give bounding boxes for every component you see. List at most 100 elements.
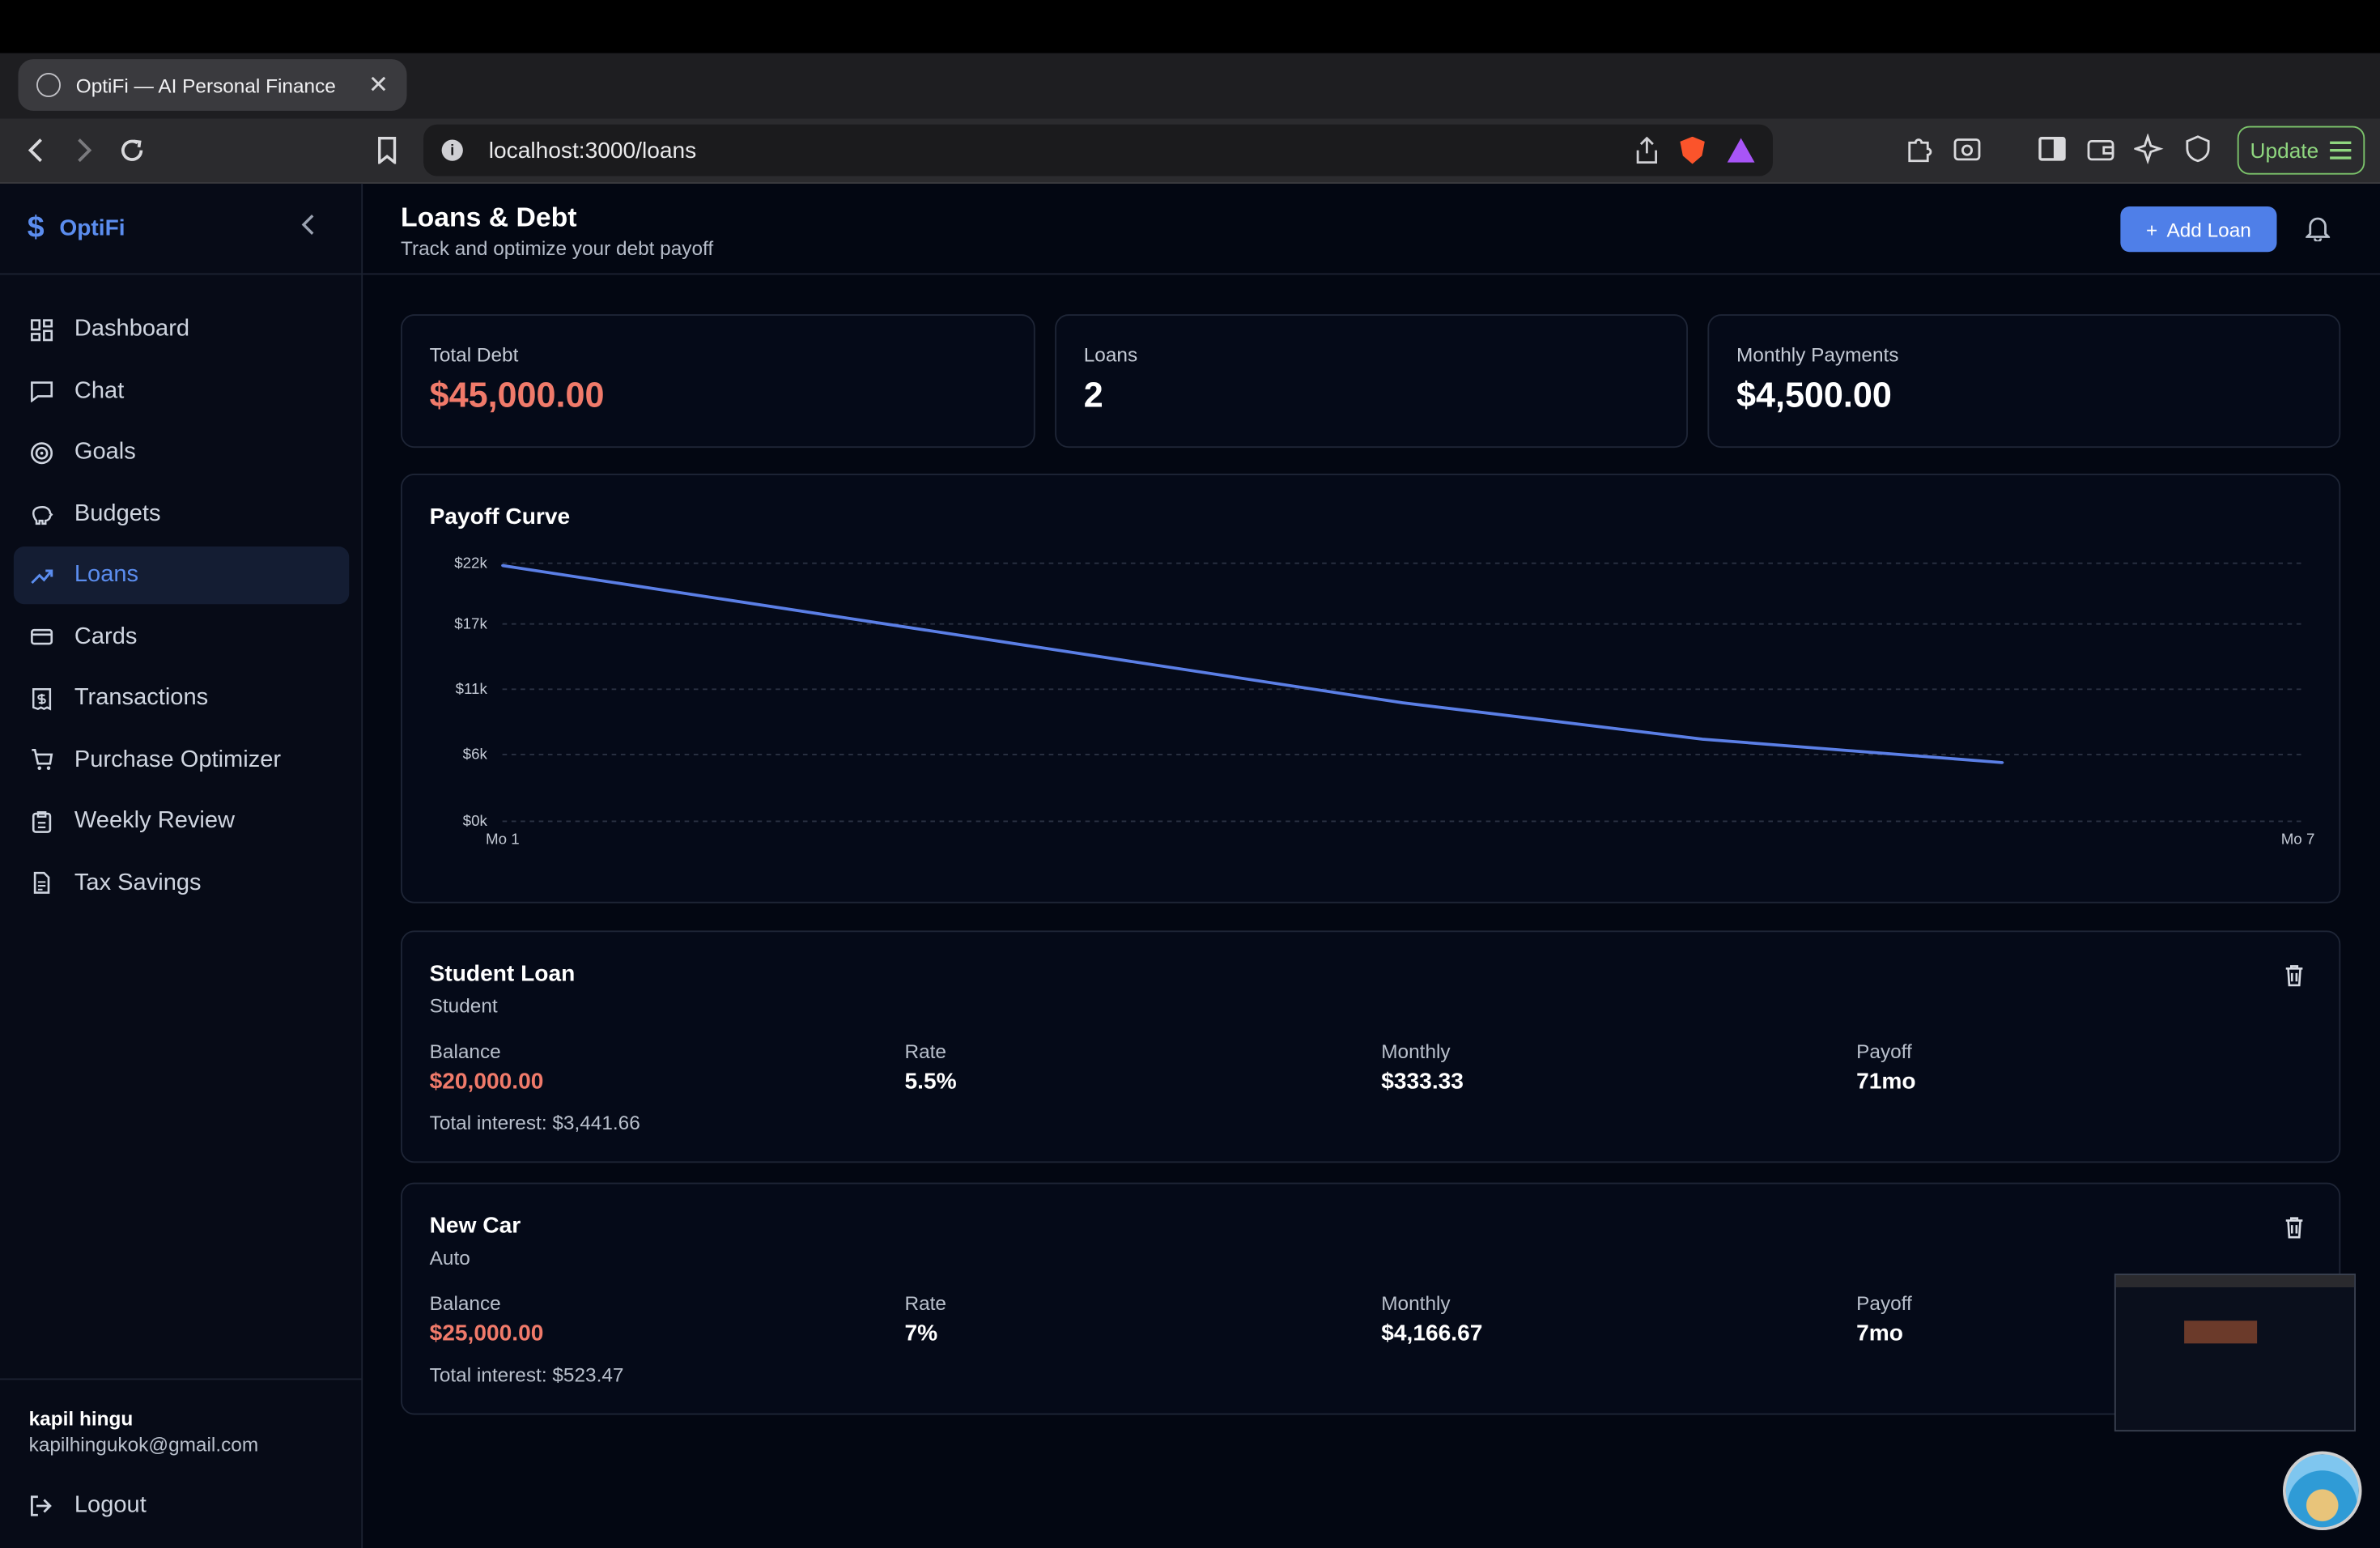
stat-value: 2 — [1083, 375, 1103, 415]
vpn-shield-icon[interactable] — [2182, 134, 2213, 164]
reload-icon[interactable] — [116, 134, 149, 167]
chevron-left-icon[interactable] — [300, 214, 316, 243]
address-bar[interactable]: i localhost:3000/loans — [423, 124, 1773, 176]
screenshot-icon[interactable] — [1952, 134, 1983, 164]
chart-title: Payoff Curve — [429, 504, 571, 530]
sidebar-item-cards[interactable]: Cards — [14, 608, 349, 666]
data-point[interactable] — [801, 610, 804, 613]
leo-ai-icon[interactable] — [2134, 134, 2165, 164]
chat-icon — [31, 380, 53, 402]
avatar[interactable] — [2283, 1451, 2362, 1530]
sidebar-item-dashboard[interactable]: Dashboard — [14, 300, 349, 358]
forward-icon[interactable] — [67, 134, 100, 167]
receipt-icon — [31, 687, 53, 710]
close-icon[interactable]: ✕ — [368, 73, 389, 99]
sidebar-item-chat[interactable]: Chat — [14, 362, 349, 419]
monthly-value: $333.33 — [1381, 1069, 1464, 1095]
sidebar-toggle-icon[interactable] — [2037, 134, 2068, 164]
browser-toolbar: i localhost:3000/loans Update — [0, 118, 2380, 184]
user-email: kapilhingukok@gmail.com — [28, 1433, 259, 1457]
balance-label: Balance — [429, 1040, 501, 1063]
stat-card-loans: Loans 2 — [1055, 314, 1688, 449]
payoff-value: 71mo — [1856, 1069, 1916, 1095]
trash-icon[interactable] — [2284, 964, 2304, 995]
x-tick-label: Mo 7 — [2281, 831, 2315, 848]
sidebar-item-label: Tax Savings — [74, 869, 202, 895]
trending-up-icon — [31, 564, 53, 587]
brave-shield-icon[interactable] — [1680, 136, 1705, 164]
payoff-value: 7mo — [1856, 1320, 1903, 1347]
info-icon[interactable]: i — [441, 139, 463, 161]
page-title: Loans & Debt — [401, 202, 577, 232]
data-point[interactable] — [501, 564, 504, 568]
trash-icon[interactable] — [2284, 1216, 2304, 1247]
update-button[interactable]: Update — [2237, 125, 2365, 175]
page-header: Loans & Debt Track and optimize your deb… — [363, 184, 2380, 275]
globe-icon — [36, 73, 61, 97]
loan-monthly: Monthly $4,166.67 — [1381, 1292, 1482, 1347]
payoff-line — [502, 563, 2003, 764]
sidebar-item-transactions[interactable]: Transactions — [14, 670, 349, 727]
browser-tab[interactable]: OptiFi — AI Personal Finance ✕ — [18, 59, 407, 111]
data-point[interactable] — [1401, 701, 1404, 704]
share-icon[interactable] — [1636, 136, 1658, 164]
thumbnail-block — [2184, 1320, 2258, 1344]
sidebar-item-label: Weekly Review — [74, 807, 236, 834]
extensions-icon[interactable] — [1903, 134, 1934, 164]
sidebar-item-goals[interactable]: Goals — [14, 423, 349, 481]
data-point[interactable] — [1701, 738, 1704, 741]
stat-card-total-debt: Total Debt $45,000.00 — [401, 314, 1035, 449]
sidebar-item-label: Goals — [74, 438, 136, 465]
sidebar-item-loans[interactable]: Loans — [13, 546, 350, 605]
logout-button[interactable]: Logout — [29, 1492, 147, 1520]
data-point[interactable] — [2001, 761, 2004, 764]
loan-rate: Rate 7% — [905, 1292, 947, 1347]
back-icon[interactable] — [19, 134, 53, 167]
loan-monthly: Monthly $333.33 — [1381, 1040, 1464, 1095]
brand[interactable]: $ OptiFi — [28, 211, 125, 246]
rate-label: Rate — [904, 1291, 947, 1315]
y-tick-label: $22k — [454, 554, 487, 571]
total-interest: Total interest: $523.47 — [429, 1363, 624, 1386]
payoff-label: Payoff — [1856, 1291, 1912, 1315]
loan-balance: Balance $25,000.00 — [430, 1292, 544, 1347]
wallet-icon[interactable] — [2085, 134, 2116, 164]
bell-icon[interactable] — [2304, 214, 2331, 249]
balance-value: $25,000.00 — [429, 1320, 544, 1347]
menu-icon — [2329, 141, 2351, 159]
add-loan-button[interactable]: + Add Loan — [2120, 206, 2277, 253]
screenshot-thumbnail[interactable] — [2114, 1274, 2356, 1432]
clipboard-icon — [31, 810, 53, 832]
update-label: Update — [2250, 138, 2319, 163]
cart-icon — [31, 748, 53, 771]
tab-title: OptiFi — AI Personal Finance — [75, 73, 336, 97]
payoff-label: Payoff — [1856, 1040, 1912, 1063]
sidebar-item-tax-savings[interactable]: Tax Savings — [14, 854, 349, 912]
stat-label: Total Debt — [429, 342, 519, 366]
add-loan-label: Add Loan — [2166, 218, 2251, 241]
page-subtitle: Track and optimize your debt payoff — [401, 236, 714, 260]
document-icon — [31, 871, 53, 894]
logout-label: Logout — [74, 1492, 147, 1518]
monthly-label: Monthly — [1381, 1291, 1451, 1315]
data-point[interactable] — [1101, 656, 1104, 659]
x-tick-label: Mo 1 — [486, 831, 520, 848]
loan-payoff: Payoff 71mo — [1856, 1040, 1915, 1095]
loan-name: New Car — [429, 1213, 521, 1239]
os-top-bar — [0, 0, 2380, 53]
loan-balance: Balance $20,000.00 — [430, 1040, 544, 1095]
sidebar-item-label: Budgets — [74, 500, 161, 526]
bookmark-icon[interactable] — [371, 134, 404, 167]
sidebar-item-budgets[interactable]: Budgets — [14, 485, 349, 542]
rate-value: 7% — [904, 1320, 938, 1347]
brave-rewards-icon[interactable] — [1727, 138, 1755, 163]
monthly-value: $4,166.67 — [1381, 1320, 1483, 1347]
user-divider — [0, 1378, 363, 1380]
loan-card: New Car Auto Balance $25,000.00 Rate 7% … — [401, 1182, 2341, 1415]
sidebar-item-weekly-review[interactable]: Weekly Review — [14, 793, 349, 850]
dashboard-icon — [31, 318, 53, 341]
loan-name: Student Loan — [429, 960, 576, 987]
sidebar-item-purchase-optimizer[interactable]: Purchase Optimizer — [14, 731, 349, 789]
y-tick-label: $17k — [454, 615, 487, 632]
